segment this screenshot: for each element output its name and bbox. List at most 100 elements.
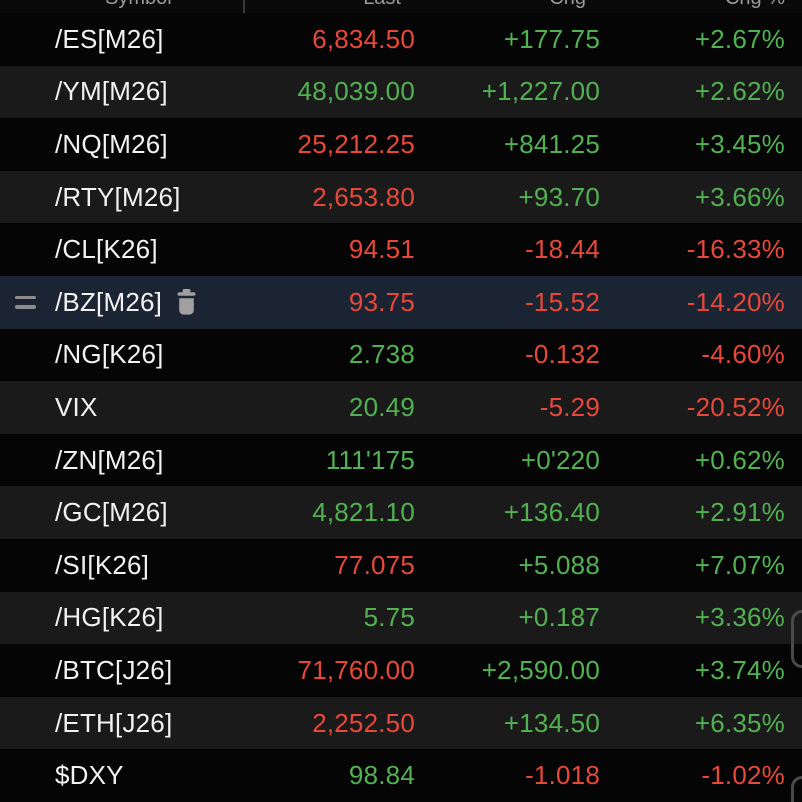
symbol-label: /ZN[M26] [55, 444, 164, 475]
column-header-chg-label: Chg [549, 0, 586, 10]
percent-change: +0.62% [694, 444, 785, 475]
column-header-chg-pct[interactable]: Chg % [600, 0, 802, 13]
percent-change: -20.52% [686, 391, 785, 422]
symbol-cell: /BZ[M26] [50, 276, 245, 329]
drag-handle[interactable] [0, 276, 50, 329]
percent-change: -1.02% [701, 760, 785, 791]
drag-handle[interactable] [0, 486, 50, 539]
drag-handle[interactable] [0, 223, 50, 276]
net-change: +0'220 [520, 444, 600, 475]
watchlist-row[interactable]: /ZN[M26] 111'175 +0'220 +0.62% [0, 433, 802, 487]
drag-handle[interactable] [0, 329, 50, 382]
watchlist-row[interactable]: /NQ[M26] 25,212.25 +841.25 +3.45% [0, 118, 802, 171]
percent-change: -4.60% [701, 339, 785, 370]
net-change: +136.40 [503, 497, 600, 528]
watchlist-row[interactable]: /ES[M26] 6,834.50 +177.75 +2.67% [0, 13, 802, 66]
symbol-cell: /ES[M26] [50, 13, 245, 66]
symbol-cell: /NG[K26] [50, 329, 245, 382]
watchlist-row[interactable]: $DXY 98.84 -1.018 -1.02% [0, 749, 802, 802]
watchlist-row[interactable]: /HG[K26] 5.75 +0.187 +3.36% [0, 591, 802, 645]
last-price: 4,821.10 [312, 497, 415, 528]
drag-handle[interactable] [0, 749, 50, 802]
drag-handle[interactable] [0, 592, 50, 645]
net-change: -5.29 [539, 391, 600, 422]
watchlist-row[interactable]: /RTY[M26] 2,653.80 +93.70 +3.66% [0, 170, 802, 224]
header-handle-gutter [0, 0, 50, 13]
symbol-label: /CL[K26] [55, 234, 158, 265]
net-change: +177.75 [503, 23, 600, 54]
drag-handle[interactable] [0, 118, 50, 171]
last-price: 6,834.50 [312, 23, 415, 54]
column-header-symbol-label: Symbol [105, 0, 172, 10]
symbol-cell: /SI[K26] [50, 539, 245, 592]
symbol-cell: $DXY [50, 749, 245, 802]
symbol-label: /GC[M26] [55, 497, 168, 528]
symbol-cell: /NQ[M26] [50, 118, 245, 171]
last-price: 93.75 [348, 286, 415, 317]
last-price: 71,760.00 [297, 654, 415, 685]
scrollbar-thumb[interactable] [791, 776, 802, 802]
watchlist-row[interactable]: VIX 20.49 -5.29 -20.52% [0, 381, 802, 434]
column-header-last[interactable]: Last [245, 0, 415, 13]
net-change: +841.25 [503, 128, 600, 159]
symbol-label: /NQ[M26] [55, 128, 168, 159]
percent-change: -14.20% [686, 286, 785, 317]
watchlist-row[interactable]: /BZ[M26] 93.75 -15.52 -14.20% [0, 275, 802, 329]
drag-handle[interactable] [0, 697, 50, 750]
watchlist-row[interactable]: /CL[K26] 94.51 -18.44 -16.33% [0, 223, 802, 276]
percent-change: +3.45% [694, 128, 785, 159]
net-change: -0.132 [525, 339, 600, 370]
symbol-label: VIX [55, 391, 98, 422]
drag-handle[interactable] [0, 539, 50, 592]
net-change: +2,590.00 [481, 654, 600, 685]
watchlist-rows: /ES[M26] 6,834.50 +177.75 +2.67% /YM[M26… [0, 13, 802, 802]
drag-handle[interactable] [0, 644, 50, 697]
net-change: +1,227.00 [481, 76, 600, 107]
symbol-cell: /BTC[J26] [50, 644, 245, 697]
net-change: -1.018 [525, 760, 600, 791]
percent-change: +3.36% [694, 602, 785, 633]
watchlist-row[interactable]: /ETH[J26] 2,252.50 +134.50 +6.35% [0, 696, 802, 750]
last-price: 2,653.80 [312, 181, 415, 212]
net-change: +0.187 [518, 602, 600, 633]
drag-handle[interactable] [0, 171, 50, 224]
last-price: 98.84 [348, 760, 415, 791]
column-header-chg[interactable]: Chg [415, 0, 600, 13]
symbol-cell: /ZN[M26] [50, 434, 245, 487]
last-price: 25,212.25 [297, 128, 415, 159]
trash-icon[interactable] [176, 289, 197, 315]
watchlist-header: Symbol Last Chg Chg % [0, 0, 802, 13]
drag-handle[interactable] [0, 66, 50, 119]
last-price: 48,039.00 [297, 76, 415, 107]
last-price: 111'175 [325, 444, 415, 475]
last-price: 77.075 [334, 549, 415, 580]
last-price: 2.738 [348, 339, 415, 370]
net-change: +134.50 [503, 707, 600, 738]
symbol-cell: /ETH[J26] [50, 697, 245, 750]
symbol-label: /ETH[J26] [55, 707, 173, 738]
watchlist-row[interactable]: /NG[K26] 2.738 -0.132 -4.60% [0, 328, 802, 382]
symbol-cell: /RTY[M26] [50, 171, 245, 224]
drag-handle[interactable] [0, 381, 50, 434]
column-header-symbol[interactable]: Symbol [50, 0, 245, 13]
symbol-cell: /CL[K26] [50, 223, 245, 276]
percent-change: -16.33% [686, 234, 785, 265]
percent-change: +3.74% [694, 654, 785, 685]
scrollbar-thumb[interactable] [791, 610, 802, 668]
symbol-label: /BZ[M26] [55, 286, 163, 317]
percent-change: +2.62% [694, 76, 785, 107]
symbol-label: $DXY [55, 760, 124, 791]
drag-handle[interactable] [0, 434, 50, 487]
watchlist-row[interactable]: /GC[M26] 4,821.10 +136.40 +2.91% [0, 486, 802, 539]
symbol-label: /YM[M26] [55, 76, 168, 107]
column-header-chg-pct-label: Chg % [725, 0, 785, 10]
symbol-label: /RTY[M26] [55, 181, 181, 212]
watchlist-row[interactable]: /YM[M26] 48,039.00 +1,227.00 +2.62% [0, 65, 802, 119]
drag-handle[interactable] [0, 13, 50, 66]
watchlist-row[interactable]: /SI[K26] 77.075 +5.088 +7.07% [0, 538, 802, 592]
drag-handle-icon [14, 295, 36, 309]
net-change: -15.52 [525, 286, 600, 317]
watchlist-row[interactable]: /BTC[J26] 71,760.00 +2,590.00 +3.74% [0, 644, 802, 697]
symbol-label: /BTC[J26] [55, 654, 173, 685]
